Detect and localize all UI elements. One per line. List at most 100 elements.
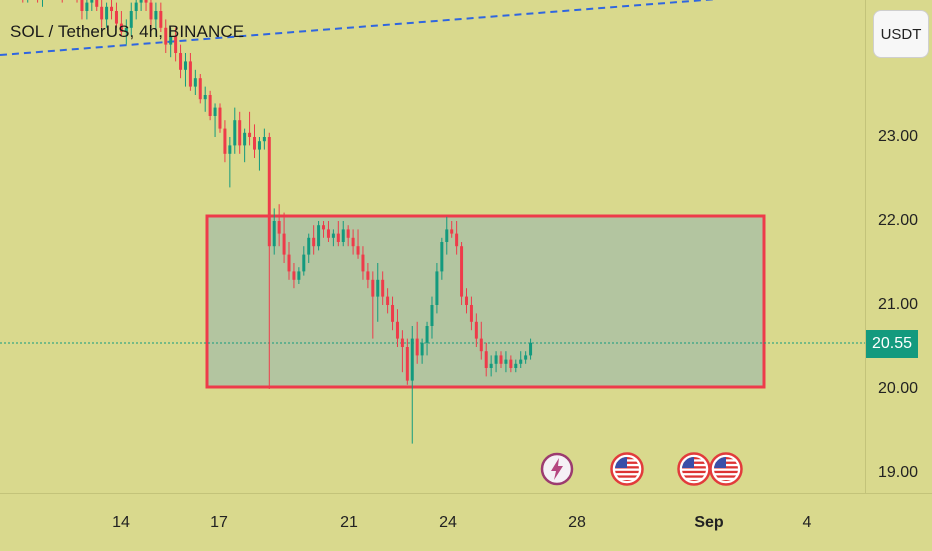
us-flag-event-icon-2[interactable]: [677, 452, 711, 486]
candle: [198, 74, 202, 104]
candle: [361, 246, 365, 280]
candle-body: [312, 237, 316, 247]
candle-body: [164, 27, 168, 45]
candle-body: [400, 338, 404, 347]
candle: [37, 0, 39, 3]
candle-body: [445, 229, 449, 242]
candle-body: [100, 6, 104, 20]
candle: [445, 216, 449, 255]
time-label-17: 17: [210, 514, 228, 531]
candle: [262, 128, 266, 150]
candles-group: [22, 0, 533, 444]
candle: [351, 229, 355, 255]
candle-body: [366, 271, 370, 280]
candle: [529, 338, 533, 360]
candle-body: [134, 2, 138, 11]
candle-body: [356, 246, 360, 255]
time-label-28: 28: [568, 514, 586, 531]
candle-body: [114, 11, 118, 24]
candle: [395, 309, 399, 347]
candle: [504, 351, 508, 373]
candle: [474, 313, 478, 347]
candle-body: [376, 279, 380, 297]
candle: [257, 137, 261, 171]
candle: [228, 137, 232, 188]
candle-body: [267, 137, 271, 247]
candle: [42, 0, 44, 7]
time-label-sep: Sep: [694, 514, 724, 531]
candle-body: [351, 237, 355, 247]
candle-body: [179, 53, 183, 70]
candle: [341, 221, 345, 247]
symbol-title[interactable]: SOL / TetherUS, 4h, BINANCE: [10, 22, 245, 41]
time-axis[interactable]: 14 17 21 24 28 Sep 4: [0, 493, 932, 551]
candle: [410, 326, 414, 444]
candle: [302, 246, 306, 276]
candle-body: [105, 6, 109, 20]
candle: [282, 212, 286, 263]
candle-body: [139, 0, 143, 3]
candle: [519, 351, 523, 368]
candle-body: [371, 279, 375, 297]
candle: [110, 0, 114, 20]
candle-body: [479, 338, 483, 352]
candle-body: [494, 355, 498, 364]
candle: [277, 204, 281, 247]
candle-body: [124, 27, 128, 32]
candle: [450, 221, 454, 238]
candle: [405, 338, 409, 385]
candle: [243, 128, 247, 163]
candle-body: [110, 6, 114, 11]
candle: [415, 321, 419, 364]
dashed-trendline[interactable]: [0, 0, 730, 56]
candle-body: [243, 132, 247, 146]
candle: [400, 330, 404, 373]
candle: [174, 27, 178, 62]
candle-body: [346, 229, 350, 238]
price-axis[interactable]: USDT 23.00 22.00 21.00 20.00 19.00 20.55: [865, 0, 932, 493]
candle: [76, 0, 78, 3]
candle-body: [193, 78, 197, 87]
us-flag-event-icon-3[interactable]: [709, 452, 743, 486]
candle-body: [257, 141, 261, 150]
candle: [272, 208, 276, 255]
candlestick-chart[interactable]: [0, 0, 865, 493]
candle: [489, 355, 493, 377]
candle-body: [484, 351, 488, 368]
candle: [179, 44, 183, 79]
candle-body: [489, 363, 493, 368]
candle: [469, 296, 473, 331]
candle: [366, 263, 370, 289]
candle-body: [341, 229, 345, 242]
candle: [114, 2, 118, 28]
currency-button[interactable]: USDT: [873, 10, 929, 58]
candle: [105, 2, 109, 28]
chart-pane[interactable]: SOL / TetherUS, 4h, BINANCE: [0, 0, 865, 493]
us-flag-event-icon-1[interactable]: [610, 452, 644, 486]
candle: [292, 263, 296, 289]
candle-body: [460, 246, 464, 297]
lightning-event-icon[interactable]: [540, 452, 574, 486]
candle-body: [282, 233, 286, 255]
time-label-14: 14: [112, 514, 130, 531]
candle: [430, 296, 434, 339]
candle-body: [435, 271, 439, 305]
candle-body: [154, 11, 158, 20]
candle: [331, 229, 335, 247]
candle: [312, 225, 316, 255]
candle-body: [326, 229, 330, 238]
candle: [223, 120, 227, 163]
candle: [381, 271, 385, 305]
candle: [420, 338, 424, 364]
candle: [455, 221, 459, 255]
candle-body: [183, 61, 187, 70]
candle-body: [85, 2, 89, 11]
candle-body: [504, 359, 508, 364]
candle-body: [218, 107, 222, 129]
candle-body: [529, 342, 533, 356]
candle-body: [198, 78, 202, 100]
candle-body: [292, 271, 296, 280]
candle-body: [297, 271, 301, 280]
candle-body: [474, 321, 478, 339]
candle: [233, 107, 237, 154]
